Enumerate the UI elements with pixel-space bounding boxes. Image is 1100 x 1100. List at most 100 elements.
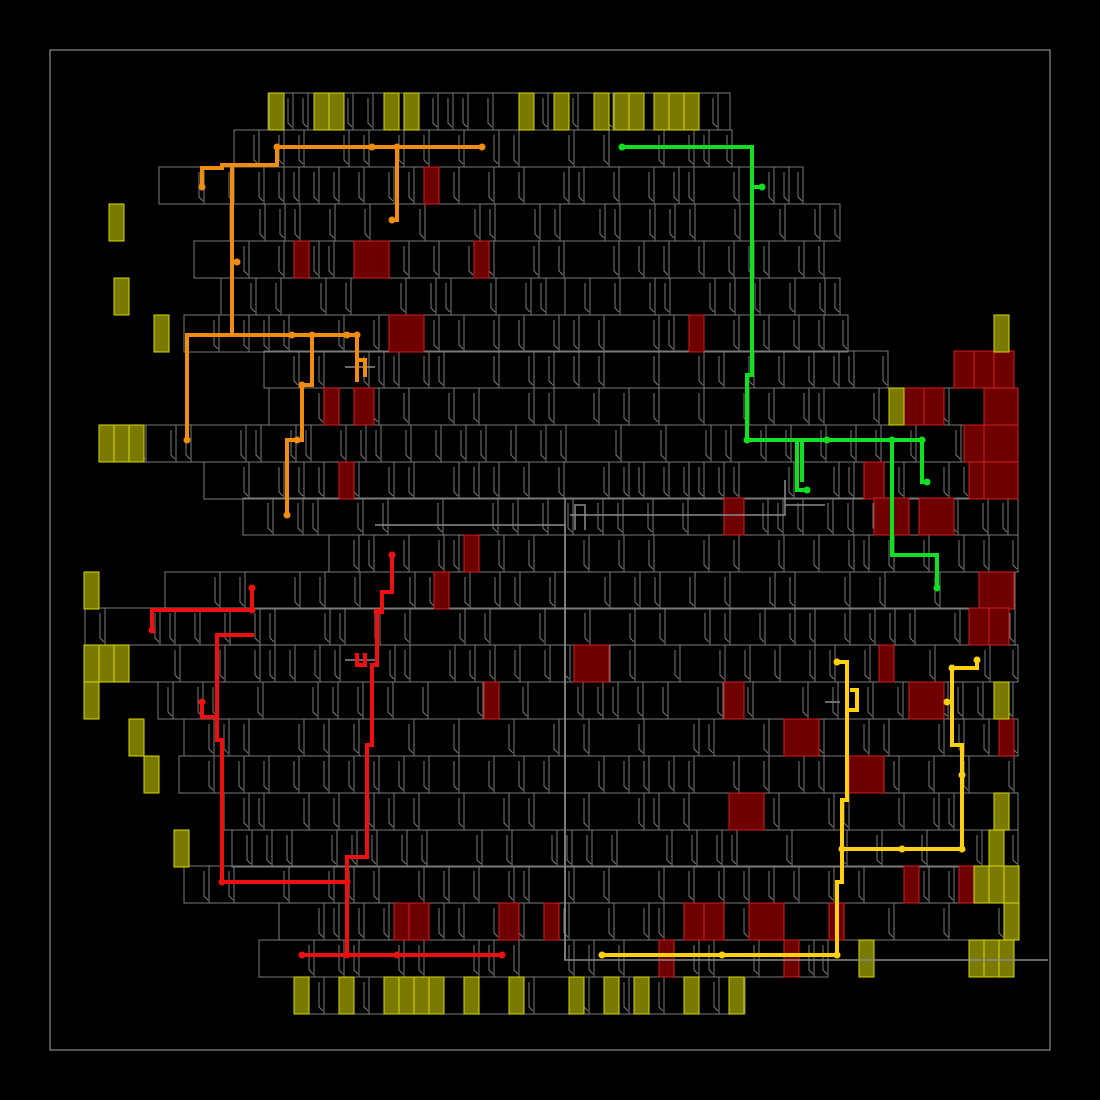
std-cell	[957, 497, 989, 536]
hot-cell	[968, 607, 990, 646]
std-cell	[274, 644, 296, 683]
std-cell	[693, 755, 740, 794]
std-cell	[498, 350, 535, 389]
net-pin	[888, 436, 896, 444]
std-cell	[903, 792, 940, 831]
net-pin	[273, 143, 281, 151]
std-cell	[618, 166, 655, 205]
std-cell	[738, 534, 785, 573]
hot-cell	[723, 497, 745, 536]
io-pad	[328, 92, 345, 131]
std-cell	[693, 865, 725, 904]
std-cell	[563, 461, 610, 500]
std-cell	[798, 865, 835, 904]
hot-cell	[993, 350, 1015, 389]
std-cell	[443, 534, 460, 573]
net-segment	[845, 688, 859, 712]
std-cell	[233, 129, 260, 168]
std-cell	[442, 497, 499, 536]
net-pin	[148, 626, 156, 634]
std-cell	[533, 792, 590, 831]
std-cell	[724, 644, 751, 683]
io-pad	[83, 644, 100, 683]
hot-cell	[958, 865, 975, 904]
io-pad	[973, 865, 990, 904]
io-pad	[1003, 902, 1020, 941]
std-cell	[259, 607, 276, 646]
std-cell	[823, 314, 849, 353]
std-cell	[454, 644, 476, 683]
std-cell	[124, 644, 181, 683]
std-cell	[268, 387, 325, 426]
std-cell	[423, 865, 450, 904]
std-cell	[765, 424, 792, 463]
net-orange	[183, 143, 486, 519]
std-cell	[233, 865, 290, 904]
std-cell	[783, 350, 815, 389]
std-cell	[723, 461, 740, 500]
net-green	[618, 143, 941, 592]
std-cell	[408, 534, 445, 573]
std-cell	[324, 571, 361, 610]
std-cell	[838, 350, 855, 389]
std-cell	[474, 644, 496, 683]
std-cell	[178, 755, 215, 794]
io-pad	[518, 92, 535, 131]
std-cell	[533, 534, 590, 573]
io-pad	[668, 92, 685, 131]
std-cell	[558, 314, 580, 353]
std-cell	[928, 865, 955, 904]
std-cell	[499, 571, 521, 610]
std-cell	[519, 644, 551, 683]
std-cell	[458, 461, 480, 500]
std-cell	[603, 755, 630, 794]
std-cell	[519, 571, 556, 610]
std-cell	[248, 718, 305, 757]
std-cell	[962, 681, 984, 720]
hot-cell	[703, 902, 725, 941]
net-pin	[803, 486, 811, 494]
std-cell	[616, 829, 673, 868]
std-cell	[748, 865, 775, 904]
net-pin	[393, 143, 401, 151]
std-cell	[783, 534, 820, 573]
hot-cell	[963, 424, 985, 463]
std-cell	[874, 607, 896, 646]
io-pad	[83, 681, 100, 720]
io-pad	[98, 424, 115, 463]
std-cell	[378, 865, 425, 904]
net-pin	[758, 183, 766, 191]
std-cell	[217, 681, 264, 720]
std-cell	[358, 461, 395, 500]
io-pad	[728, 976, 745, 1015]
io-pad	[653, 92, 670, 131]
std-cell	[463, 314, 500, 353]
std-cell	[203, 166, 235, 205]
std-cell	[669, 277, 716, 316]
io-pad	[143, 755, 160, 794]
std-cell	[511, 829, 558, 868]
std-cell	[533, 387, 555, 426]
std-cell	[688, 461, 705, 500]
net-pin	[948, 664, 956, 672]
hot-cell	[988, 607, 1010, 646]
io-pad	[113, 644, 130, 683]
std-cell	[329, 607, 346, 646]
std-cell	[658, 387, 705, 426]
io-pad	[428, 976, 445, 1015]
std-cell	[458, 718, 515, 757]
io-pad	[108, 203, 125, 242]
hot-cell	[463, 534, 480, 573]
io-pad	[153, 314, 170, 353]
std-cell	[426, 829, 483, 868]
std-cell	[513, 865, 530, 904]
std-cell	[794, 277, 826, 316]
std-cell	[513, 718, 560, 757]
io-pad	[683, 92, 700, 131]
std-cell	[723, 865, 750, 904]
net-segment	[200, 700, 219, 719]
std-cell	[157, 681, 174, 720]
net-pin	[838, 845, 846, 853]
hot-cell	[923, 387, 945, 426]
std-cell	[467, 92, 494, 131]
